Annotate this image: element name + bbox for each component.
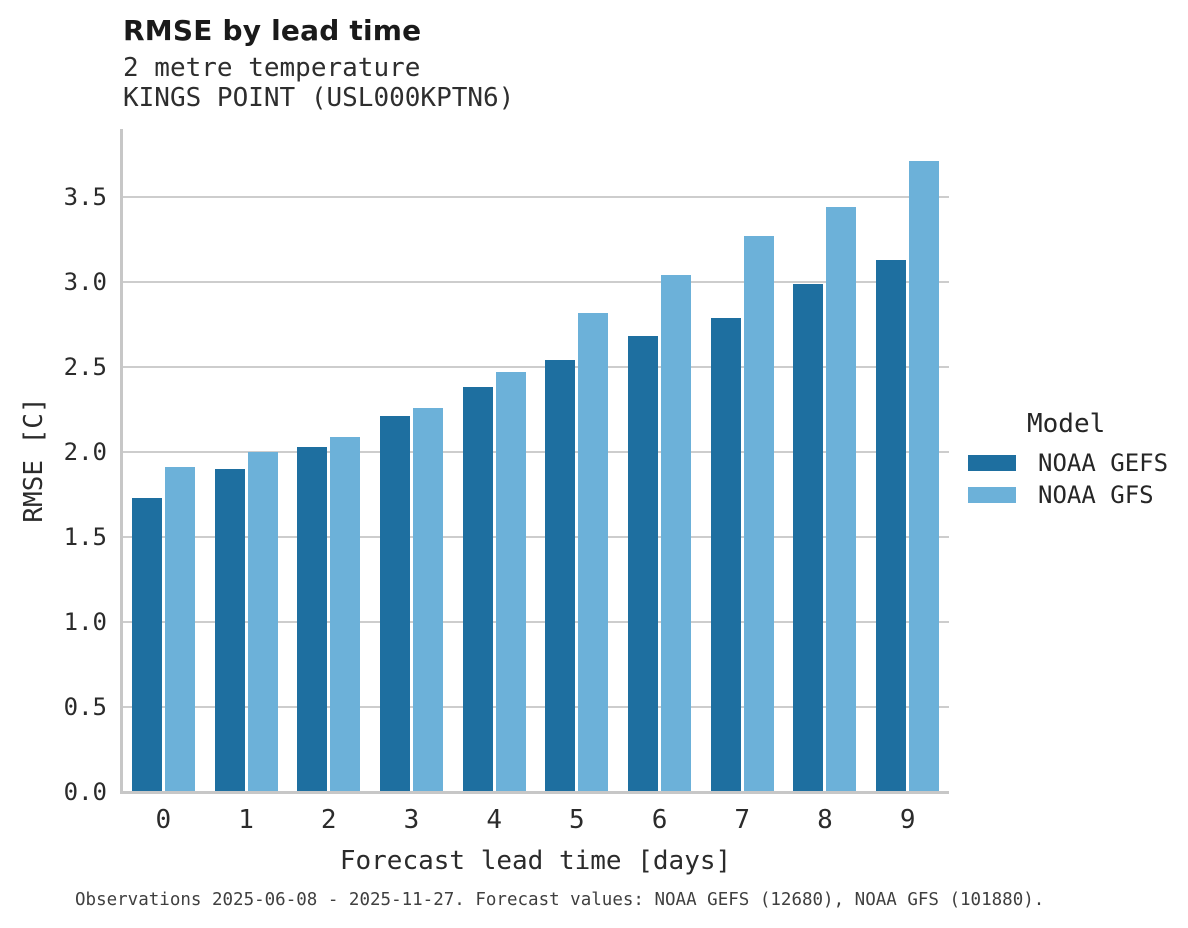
x-tick-label-1: 1 <box>238 805 254 835</box>
y-ticks: 0.0 0.5 1.0 1.5 2.0 2.5 3.0 3.5 <box>64 129 949 804</box>
chart-header: RMSE by lead time 2 metre temperature KI… <box>123 14 514 113</box>
bar-noaa-gfs-day-4 <box>495 372 526 792</box>
bar-noaa-gfs-day-6 <box>660 275 691 792</box>
bar-group-day-4 <box>453 129 536 792</box>
x-axis-spine <box>120 791 949 794</box>
y-axis-spine <box>120 129 123 794</box>
chart-subtitle-line-2: KINGS POINT (USL000KPTN6) <box>123 82 515 113</box>
bar-noaa-gfs-day-9 <box>909 161 940 792</box>
gridline-1.0 <box>120 621 949 624</box>
y-tick-label-3.5: 3.5 <box>63 183 107 211</box>
bar-group-day-5 <box>535 129 618 792</box>
y-tick-label-0.5: 0.5 <box>63 693 107 721</box>
bar-group-day-7 <box>701 129 784 792</box>
gridline-1.5 <box>120 536 949 538</box>
y-tick-label-3.0: 3.0 <box>63 268 107 296</box>
bar-noaa-gefs-day-7 <box>710 317 741 792</box>
bar-noaa-gefs-day-1 <box>214 469 245 792</box>
gridline-2.5 <box>120 366 949 369</box>
y-tick-label-0.0: 0.0 <box>63 778 107 806</box>
x-tick-label-5: 5 <box>569 805 585 835</box>
bar-noaa-gfs-day-1 <box>247 452 278 792</box>
bar-noaa-gefs-day-9 <box>876 259 907 792</box>
gridline-3.0 <box>120 281 949 283</box>
legend-swatch-noaa-gfs <box>968 487 1016 503</box>
bar-noaa-gfs-day-2 <box>330 436 361 792</box>
y-tick-label-2.5: 2.5 <box>63 353 107 381</box>
y-tick-label-2.0: 2.0 <box>63 438 107 466</box>
bar-group-day-1 <box>205 129 288 792</box>
bar-group-day-8 <box>784 129 867 792</box>
y-tick-label-1.0: 1.0 <box>63 608 107 636</box>
bar-group-day-3 <box>370 129 453 792</box>
bar-noaa-gfs-day-7 <box>743 236 774 792</box>
bar-noaa-gfs-day-5 <box>578 312 609 792</box>
bar-noaa-gefs-day-6 <box>627 336 658 792</box>
bar-groups <box>122 129 949 792</box>
bar-group-day-0 <box>122 129 205 792</box>
bar-group-day-6 <box>618 129 701 792</box>
bar-noaa-gfs-day-8 <box>826 207 857 792</box>
legend: Model NOAA GEFS NOAA GFS <box>968 409 1168 511</box>
bar-noaa-gefs-day-4 <box>462 387 493 792</box>
legend-items: NOAA GEFS NOAA GFS <box>968 447 1168 511</box>
bar-noaa-gefs-day-2 <box>297 446 328 792</box>
y-tick-label-1.5: 1.5 <box>63 523 107 551</box>
y-axis-title: RMSE [C] <box>19 397 49 523</box>
legend-label-noaa-gefs: NOAA GEFS <box>1038 449 1169 477</box>
plot-area: 0.0 0.5 1.0 1.5 2.0 2.5 3.0 3.5 0 1 2 3 4 5 6 7 8 9 <box>64 129 949 833</box>
x-tick-label-8: 8 <box>817 805 833 835</box>
legend-item-noaa-gfs: NOAA GFS <box>968 479 1168 511</box>
gridline-0.5 <box>120 706 949 709</box>
bar-noaa-gefs-day-5 <box>545 360 576 792</box>
legend-item-noaa-gefs: NOAA GEFS <box>968 447 1168 479</box>
bar-noaa-gefs-day-0 <box>131 497 162 792</box>
x-ticks: 0 1 2 3 4 5 6 7 8 9 <box>122 807 949 837</box>
bar-group-day-9 <box>866 129 949 792</box>
legend-label-noaa-gfs: NOAA GFS <box>1038 481 1154 509</box>
chart-subtitle-line-1: 2 metre temperature <box>123 53 421 83</box>
footer-note: Observations 2025-06-08 - 2025-11-27. Fo… <box>75 890 1045 910</box>
x-tick-label-2: 2 <box>320 805 337 835</box>
x-tick-label-3: 3 <box>403 805 420 835</box>
gridline-2.0 <box>120 451 949 454</box>
bar-group-day-2 <box>287 129 370 792</box>
x-tick-label-9: 9 <box>899 805 916 835</box>
bar-noaa-gefs-day-3 <box>379 416 410 792</box>
x-tick-label-0: 0 <box>155 805 172 835</box>
bar-noaa-gfs-day-0 <box>164 467 195 792</box>
x-tick-label-6: 6 <box>651 805 668 835</box>
x-axis-title: Forecast lead time [days] <box>339 846 732 876</box>
chart-title: RMSE by lead time <box>123 14 422 47</box>
gridline-3.5 <box>120 196 949 198</box>
bar-noaa-gefs-day-8 <box>793 283 824 792</box>
x-tick-label-4: 4 <box>486 805 502 835</box>
bar-noaa-gfs-day-3 <box>412 407 443 792</box>
x-tick-label-7: 7 <box>734 805 751 835</box>
legend-swatch-noaa-gefs <box>968 455 1016 471</box>
legend-title: Model <box>1027 409 1106 439</box>
